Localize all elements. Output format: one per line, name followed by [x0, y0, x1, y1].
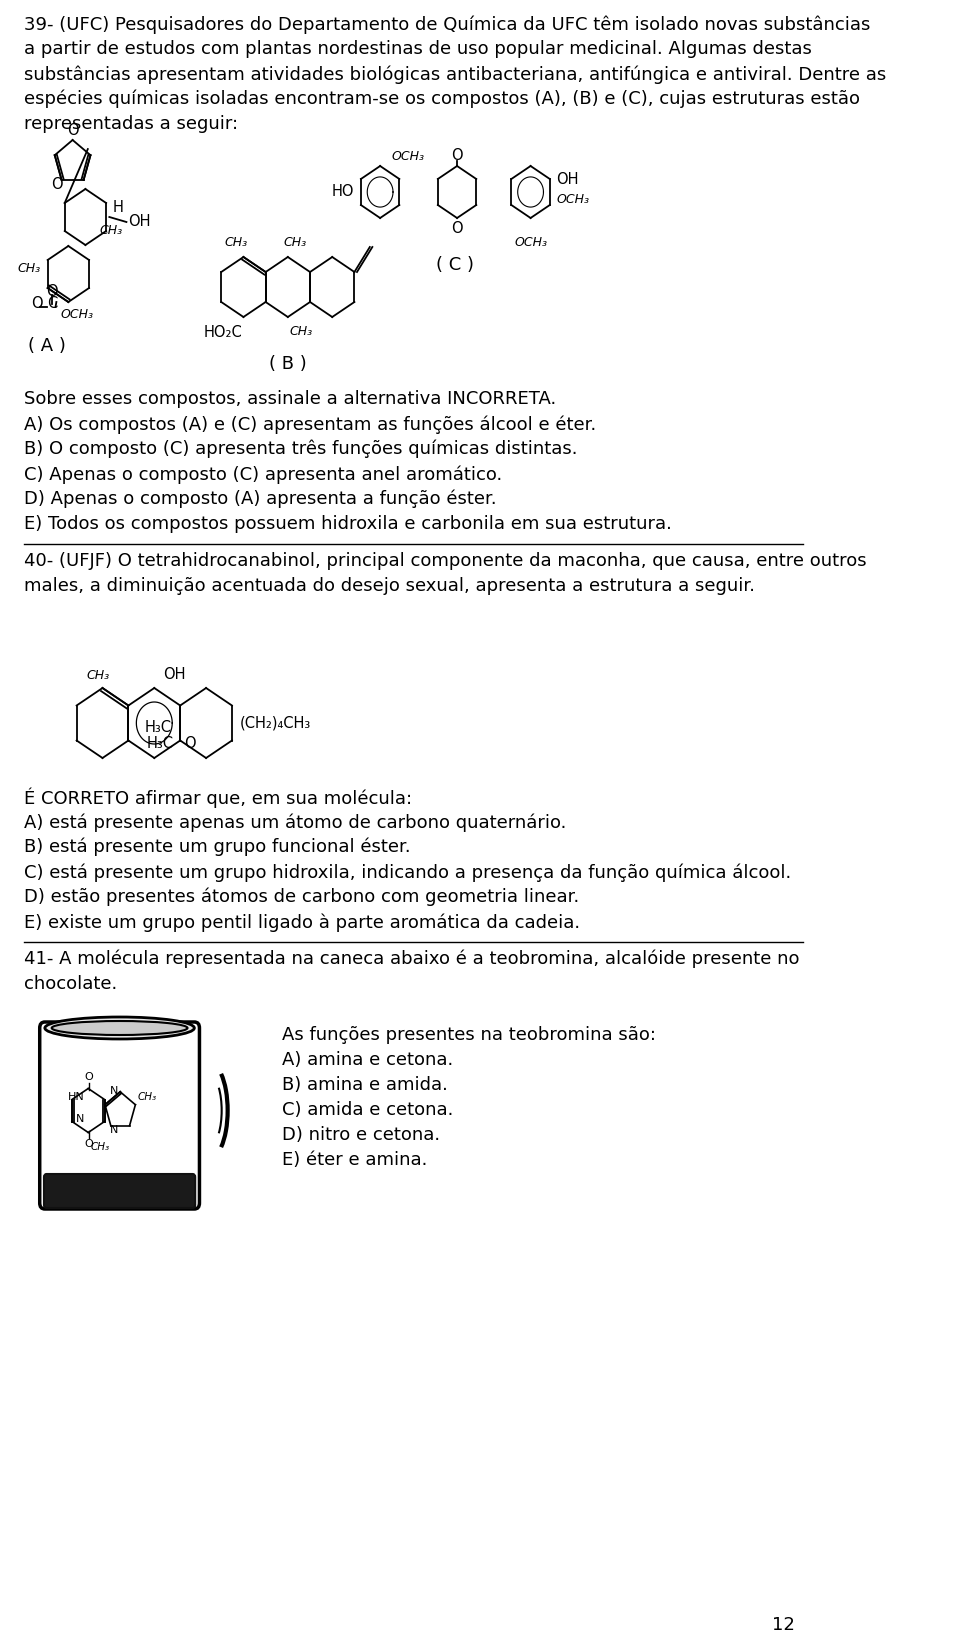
Text: espécies químicas isoladas encontram-se os compostos (A), (B) e (C), cujas estru: espécies químicas isoladas encontram-se …: [24, 89, 860, 109]
Text: A) está presente apenas um átomo de carbono quaternário.: A) está presente apenas um átomo de carb…: [24, 813, 566, 831]
Text: O: O: [183, 737, 196, 752]
Text: CH₃: CH₃: [91, 1143, 110, 1153]
Text: ( A ): ( A ): [28, 337, 66, 355]
Text: ( C ): ( C ): [437, 256, 474, 274]
Text: males, a diminuição acentuada do desejo sexual, apresenta a estrutura a seguir.: males, a diminuição acentuada do desejo …: [24, 577, 755, 595]
Text: N: N: [109, 1125, 118, 1135]
Ellipse shape: [52, 1021, 187, 1036]
Text: a partir de estudos com plantas nordestinas de uso popular medicinal. Algumas de: a partir de estudos com plantas nordesti…: [24, 40, 812, 58]
Text: N: N: [76, 1115, 84, 1125]
Text: B) está presente um grupo funcional éster.: B) está presente um grupo funcional éste…: [24, 838, 411, 856]
Text: CH₃: CH₃: [17, 263, 40, 276]
Text: O: O: [52, 177, 63, 192]
Text: 12: 12: [772, 1616, 795, 1634]
Text: (CH₂)₄CH₃: (CH₂)₄CH₃: [240, 715, 311, 730]
Text: O: O: [84, 1140, 93, 1150]
Text: É CORRETO afirmar que, em sua molécula:: É CORRETO afirmar que, em sua molécula:: [24, 788, 412, 808]
Text: O: O: [31, 296, 42, 312]
Text: A) Os compostos (A) e (C) apresentam as funções álcool e éter.: A) Os compostos (A) e (C) apresentam as …: [24, 415, 596, 433]
Text: C) Apenas o composto (C) apresenta anel aromático.: C) Apenas o composto (C) apresenta anel …: [24, 464, 502, 484]
Text: ( B ): ( B ): [269, 355, 306, 373]
Text: B) amina e amida.: B) amina e amida.: [282, 1075, 447, 1094]
Text: OCH₃: OCH₃: [515, 236, 547, 249]
Text: OH: OH: [556, 172, 579, 187]
Text: O: O: [46, 284, 58, 299]
Text: chocolate.: chocolate.: [24, 975, 117, 993]
Text: O: O: [84, 1072, 93, 1082]
Text: O: O: [67, 122, 79, 139]
Text: H: H: [112, 200, 124, 215]
Text: C: C: [47, 296, 58, 312]
Text: O: O: [451, 149, 463, 164]
Text: E) éter e amina.: E) éter e amina.: [282, 1151, 427, 1170]
Text: CH₃: CH₃: [225, 236, 248, 249]
Text: H₃C: H₃C: [145, 720, 172, 735]
Text: C) está presente um grupo hidroxila, indicando a presença da função química álco: C) está presente um grupo hidroxila, ind…: [24, 862, 791, 882]
Text: D) Apenas o composto (A) apresenta a função éster.: D) Apenas o composto (A) apresenta a fun…: [24, 491, 496, 509]
Text: HO₂C: HO₂C: [204, 325, 242, 340]
Text: OH: OH: [128, 215, 151, 230]
Text: C) amida e cetona.: C) amida e cetona.: [282, 1100, 453, 1118]
Text: H₃C: H₃C: [146, 735, 173, 750]
FancyBboxPatch shape: [44, 1175, 195, 1208]
Text: HO: HO: [332, 185, 354, 200]
Text: N: N: [109, 1085, 118, 1095]
Text: As funções presentes na teobromina são:: As funções presentes na teobromina são:: [282, 1026, 656, 1044]
Text: B) O composto (C) apresenta três funções químicas distintas.: B) O composto (C) apresenta três funções…: [24, 439, 577, 459]
Text: CH₃: CH₃: [86, 669, 109, 682]
Text: CH₃: CH₃: [284, 236, 307, 249]
Text: representadas a seguir:: representadas a seguir:: [24, 116, 238, 134]
Text: HN: HN: [67, 1092, 84, 1102]
Text: 39- (UFC) Pesquisadores do Departamento de Química da UFC têm isolado novas subs: 39- (UFC) Pesquisadores do Departamento …: [24, 15, 871, 33]
Text: OCH₃: OCH₃: [392, 150, 424, 164]
Text: CH₃: CH₃: [138, 1092, 157, 1102]
Text: Sobre esses compostos, assinale a alternativa INCORRETA.: Sobre esses compostos, assinale a altern…: [24, 390, 556, 408]
Text: CH₃: CH₃: [100, 225, 123, 238]
Text: CH₃: CH₃: [289, 325, 312, 339]
Text: substâncias apresentam atividades biológicas antibacteriana, antifúngica e antiv: substâncias apresentam atividades biológ…: [24, 64, 886, 84]
Text: D) nitro e cetona.: D) nitro e cetona.: [282, 1127, 440, 1143]
Text: OCH₃: OCH₃: [556, 193, 589, 206]
Text: E) existe um grupo pentil ligado à parte aromática da cadeia.: E) existe um grupo pentil ligado à parte…: [24, 914, 580, 932]
Text: 41- A molécula representada na caneca abaixo é a teobromina, alcalóide presente : 41- A molécula representada na caneca ab…: [24, 950, 800, 968]
Text: 40- (UFJF) O tetrahidrocanabinol, principal componente da maconha, que causa, en: 40- (UFJF) O tetrahidrocanabinol, princi…: [24, 552, 867, 570]
Text: O: O: [451, 221, 463, 236]
Text: A) amina e cetona.: A) amina e cetona.: [282, 1051, 453, 1069]
FancyBboxPatch shape: [39, 1023, 200, 1209]
Text: OH: OH: [163, 667, 185, 682]
Ellipse shape: [45, 1018, 194, 1039]
Text: E) Todos os compostos possuem hidroxila e carbonila em sua estrutura.: E) Todos os compostos possuem hidroxila …: [24, 515, 672, 534]
Text: D) estão presentes átomos de carbono com geometria linear.: D) estão presentes átomos de carbono com…: [24, 889, 579, 907]
Text: OCH₃: OCH₃: [60, 309, 94, 322]
